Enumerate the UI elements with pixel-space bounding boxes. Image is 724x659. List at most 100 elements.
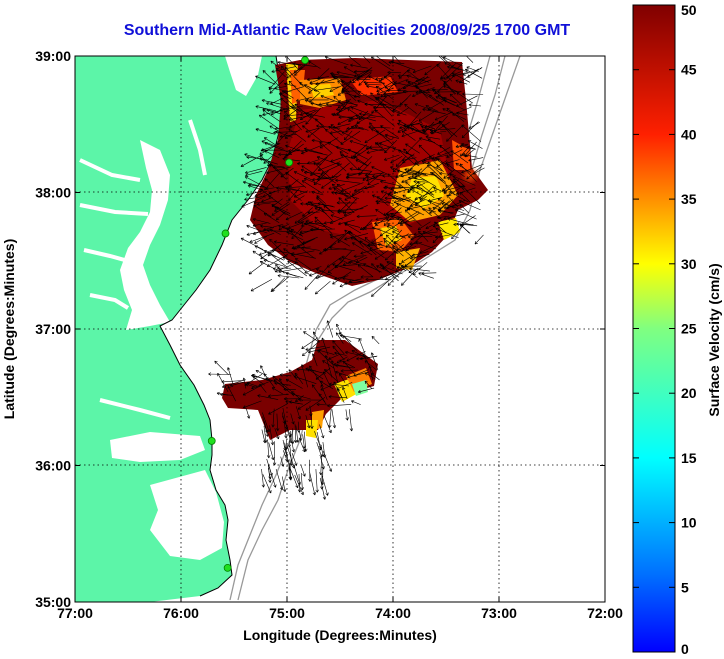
velocity-arrow <box>302 207 313 217</box>
velocity-arrow <box>453 222 474 227</box>
velocity-arrow <box>415 195 427 207</box>
velocity-arrow <box>254 245 277 258</box>
velocity-arrow <box>335 332 344 344</box>
velocity-arrow <box>284 186 308 193</box>
velocity-arrow <box>379 263 399 282</box>
velocity-arrow <box>344 190 364 201</box>
velocity-arrow <box>349 140 369 148</box>
velocity-arrow <box>309 270 323 277</box>
velocity-arrow <box>461 163 484 174</box>
velocity-arrow <box>407 180 419 194</box>
velocity-arrow <box>447 217 471 225</box>
velocity-arrow <box>344 229 359 242</box>
velocity-arrow <box>336 382 353 390</box>
velocity-arrow <box>366 176 379 182</box>
velocity-arrow <box>359 240 377 256</box>
velocity-arrow <box>398 185 423 189</box>
velocity-arrow <box>253 204 272 218</box>
grid-lines <box>75 56 605 602</box>
velocity-arrow <box>370 352 379 371</box>
velocity-arrow <box>271 66 296 73</box>
velocity-arrow <box>320 384 328 400</box>
x-axis: 77:00 76:00 75:00 74:00 73:00 72:00 <box>57 56 623 621</box>
colorbar-tick-label: 50 <box>681 2 697 18</box>
velocity-arrow <box>369 122 381 136</box>
velocity-arrow <box>408 267 422 274</box>
velocity-arrow <box>322 248 347 252</box>
velocity-arrow <box>261 99 282 105</box>
velocity-arrow <box>262 416 269 437</box>
velocity-arrow <box>278 223 290 231</box>
velocity-arrow <box>311 138 331 144</box>
velocity-arrow <box>371 166 388 175</box>
velocity-arrow <box>244 153 265 161</box>
velocity-arrow <box>255 75 276 85</box>
velocity-arrow <box>318 100 336 106</box>
velocity-arrow <box>259 157 278 165</box>
velocity-arrow <box>303 147 323 154</box>
velocity-arrow <box>293 375 317 384</box>
velocity-arrow <box>375 209 389 218</box>
velocity-arrow <box>309 405 313 417</box>
velocity-arrow <box>262 412 270 433</box>
velocity-arrow <box>251 381 269 390</box>
velocity-arrow <box>292 62 317 67</box>
velocity-arrow <box>245 190 264 197</box>
velocity-arrow <box>405 138 421 155</box>
velocity-arrow <box>286 231 304 241</box>
velocity-arrow <box>283 108 298 120</box>
velocity-arrow <box>267 163 285 168</box>
velocity-arrow <box>331 112 355 120</box>
velocity-arrow <box>440 77 456 95</box>
velocity-arrow <box>364 360 378 371</box>
velocity-arrow <box>331 183 351 200</box>
velocity-arrow <box>240 154 264 167</box>
velocity-arrow <box>446 199 466 210</box>
velocity-arrow <box>371 336 380 345</box>
velocity-arrow <box>335 364 354 369</box>
velocity-arrow <box>338 197 355 213</box>
velocity-arrow <box>293 195 305 203</box>
velocity-arrow <box>269 238 288 258</box>
velocity-arrow <box>255 128 276 135</box>
velocity-arrow <box>401 267 418 286</box>
velocity-arrow <box>271 248 293 254</box>
velocity-arrow <box>305 220 325 228</box>
velocity-arrow <box>404 111 422 132</box>
velocity-arrow <box>357 387 375 394</box>
velocity-arrow <box>266 166 291 175</box>
velocity-arrow <box>248 262 265 275</box>
velocity-arrow <box>396 107 409 116</box>
velocity-arrow <box>345 409 349 421</box>
velocity-arrow <box>266 102 291 111</box>
velocity-arrow <box>331 74 350 78</box>
velocity-arrow <box>262 474 272 494</box>
velocity-arrow <box>316 197 333 213</box>
velocity-arrow <box>386 261 407 271</box>
velocity-arrow <box>302 125 322 142</box>
velocity-arrow <box>244 176 267 188</box>
velocity-arrow <box>442 56 463 67</box>
velocity-arrow <box>399 212 421 226</box>
velocity-arrow <box>262 70 281 88</box>
colorbar-tick-label: 20 <box>681 385 697 401</box>
velocity-arrow <box>464 68 483 79</box>
colorbar-tick-label: 40 <box>681 126 697 142</box>
velocity-arrow <box>414 103 438 113</box>
velocity-arrow <box>294 210 314 224</box>
velocity-arrow <box>288 222 303 229</box>
velocity-arrow <box>313 331 320 343</box>
velocity-arrow <box>314 431 322 449</box>
velocity-arrow <box>385 211 402 216</box>
velocity-arrow <box>321 476 329 496</box>
velocity-arrow <box>288 80 307 99</box>
velocity-arrow <box>371 95 388 114</box>
velocity-arrow <box>413 179 430 184</box>
x-axis-label: Longitude (Degrees:Minutes) <box>243 627 437 643</box>
velocity-arrow <box>356 115 371 124</box>
delaware-bay <box>225 56 262 96</box>
velocity-arrow <box>282 256 297 263</box>
velocity-arrow <box>412 65 432 74</box>
velocity-arrow <box>377 243 399 250</box>
colorbar-tick-label: 30 <box>681 256 697 272</box>
